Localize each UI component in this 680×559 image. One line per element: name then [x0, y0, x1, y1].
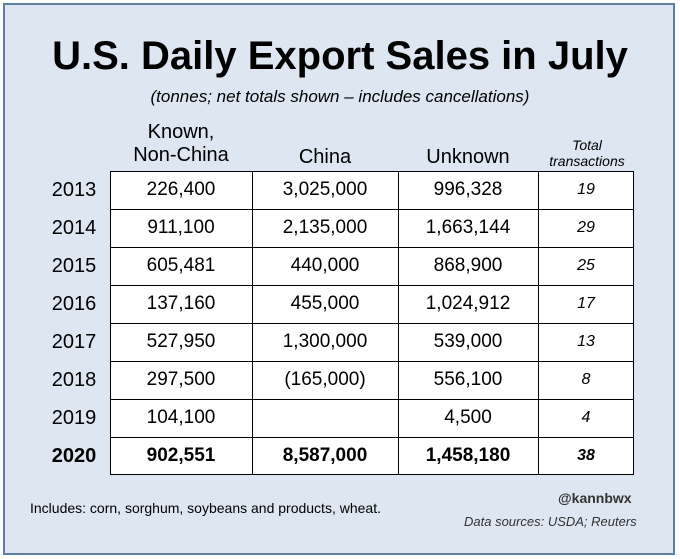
row-year-label: 2015 [51, 255, 97, 277]
table-cell-known: 527,950 [146, 331, 216, 352]
table-cell-total: 38 [577, 447, 595, 464]
table-cell-known: 911,100 [147, 217, 215, 238]
table-cell-unknown: 996,328 [433, 179, 503, 200]
data-sources: Data sources: USDA; Reuters [464, 514, 637, 529]
table-cell-unknown: 4,500 [444, 407, 492, 428]
table-cell-china: 455,000 [290, 293, 360, 314]
table-horizontal-rule [110, 209, 634, 210]
table-horizontal-rule [110, 474, 634, 475]
column-header-unknown: Unknown [426, 146, 510, 168]
table-cell-unknown: 1,663,144 [425, 217, 511, 238]
column-header-total-transactions: Total transactions [528, 137, 646, 169]
column-header-total-line2: transactions [549, 153, 625, 169]
footnote: Includes: corn, sorghum, soybeans and pr… [30, 500, 381, 516]
table-cell-total: 13 [577, 333, 595, 350]
row-year-label: 2017 [51, 331, 97, 353]
row-year-label: 2014 [51, 217, 97, 239]
table-horizontal-rule [110, 437, 634, 438]
table-cell-china: 1,300,000 [282, 331, 368, 352]
table-cell-known: 605,481 [146, 255, 216, 276]
column-header-china: China [298, 146, 352, 168]
chart-title: U.S. Daily Export Sales in July [52, 34, 628, 78]
table-cell-total: 19 [577, 181, 595, 198]
table-horizontal-rule [110, 361, 634, 362]
table-cell-known: 297,500 [146, 369, 216, 390]
table-horizontal-rule [110, 285, 634, 286]
table-horizontal-rule [110, 171, 634, 172]
table-cell-unknown: 1,024,912 [425, 293, 511, 314]
row-year-label: 2020 [51, 445, 97, 467]
table-cell-known: 137,160 [146, 293, 216, 314]
table-horizontal-rule [110, 323, 634, 324]
table-cell-known: 226,400 [146, 179, 216, 200]
column-header-known-line2: Non-China [133, 144, 229, 166]
table-cell-known: 104,100 [146, 407, 216, 428]
table-cell-unknown: 868,900 [433, 255, 503, 276]
table-cell-total: 25 [577, 257, 595, 274]
table-cell-china: (165,000) [284, 369, 366, 390]
table-cell-china [252, 399, 398, 437]
table-cell-china: 2,135,000 [282, 217, 368, 238]
table-horizontal-rule [110, 399, 634, 400]
column-header-known-line1: Known, [147, 121, 215, 143]
table-cell-known: 902,551 [146, 445, 216, 466]
table-cell-total: 17 [577, 295, 595, 312]
chart-subtitle: (tonnes; net totals shown – includes can… [150, 87, 530, 106]
table-cell-unknown: 556,100 [433, 369, 503, 390]
table-cell-china: 440,000 [290, 255, 360, 276]
table-cell-unknown: 539,000 [433, 331, 503, 352]
author-handle: @kannbwx [558, 490, 632, 506]
row-year-label: 2016 [51, 293, 97, 315]
data-table: 226,400 3,025,000 996,328 19 911,100 2,135,00… [110, 171, 634, 475]
table-cell-china: 8,587,000 [282, 445, 368, 466]
row-year-label: 2018 [51, 369, 97, 391]
table-horizontal-rule [110, 247, 634, 248]
table-cell-china: 3,025,000 [282, 179, 368, 200]
row-year-label: 2013 [51, 179, 97, 201]
column-header-total-line1: Total [572, 137, 602, 153]
row-year-label: 2019 [51, 407, 97, 429]
table-cell-total: 8 [581, 371, 591, 388]
column-header-known-non-china: Known, Non-China [110, 121, 252, 167]
table-cell-total: 4 [581, 409, 591, 426]
table-cell-total: 29 [577, 219, 595, 236]
table-cell-unknown: 1,458,180 [425, 445, 511, 466]
